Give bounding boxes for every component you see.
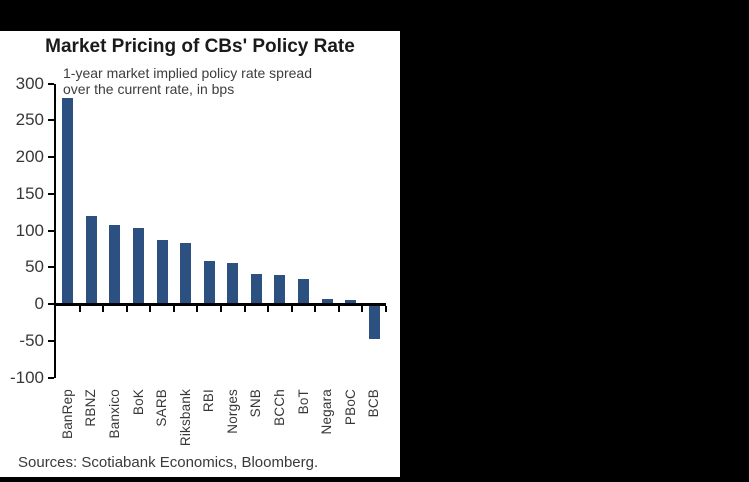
y-axis-tick [48,82,54,85]
x-axis-tick [267,305,270,312]
y-axis-tick [48,339,54,342]
bar-banxico [109,224,121,304]
bar-rbnz [85,215,97,304]
bar-riksbank [180,242,192,304]
y-axis-tick-label: -100 [9,367,44,387]
x-axis-label-bcb: BCB [366,388,382,417]
x-axis-tick [337,305,340,312]
x-axis-label-norges: Norges [224,388,240,434]
y-axis-tick [48,303,54,305]
y-axis-tick-label: 150 [15,183,44,203]
bar-rbi [203,260,215,304]
x-axis-tick [196,305,199,312]
x-axis-label-snb: SNB [248,388,264,417]
y-axis-tick [48,192,54,195]
y-axis-tick-label: 50 [25,257,44,277]
x-axis-label-bcch: BCCh [271,388,287,426]
y-axis-line [54,83,56,378]
chart-panel: Market Pricing of CBs' Policy Rate 1-yea… [0,31,400,477]
y-axis-tick [48,229,54,232]
y-axis-tick-label: 200 [15,147,44,166]
x-axis-tick [172,305,175,312]
x-axis-tick [78,305,81,312]
x-axis-tick [149,305,152,312]
bar-bcb [368,304,380,340]
x-axis-tick [290,305,293,312]
x-axis-label-rbi: RBI [201,388,217,412]
bar-bok [133,227,144,304]
y-axis-tick-label: -50 [19,330,44,350]
y-axis-tick-label: 300 [15,73,44,93]
x-axis-tick [243,305,246,312]
y-axis-tick-label: 250 [15,110,44,130]
bar-pboc [345,300,357,304]
x-axis-label-bot: BoT [295,388,311,414]
x-axis-label-sarb: SARB [154,388,170,427]
x-axis-tick [361,305,364,312]
bar-negara [321,298,333,304]
bar-snb [250,273,262,304]
chart-subtitle-line1: 1-year market implied policy rate spread [63,65,312,81]
bar-bcch [274,274,286,304]
x-axis-line [54,302,386,306]
bar-bot [298,279,309,304]
x-axis-tick [314,305,317,312]
y-axis-tick [48,156,54,158]
chart-subtitle: 1-year market implied policy rate spread… [63,65,373,97]
y-axis-tick [48,119,54,122]
x-axis-tick [125,305,128,312]
bar-banrep [62,98,74,304]
x-axis-tick [220,305,222,312]
chart-title: Market Pricing of CBs' Policy Rate [45,36,355,57]
x-axis-label-pboc: PBoC [342,388,358,425]
y-axis-tick-label: 100 [15,220,44,240]
bar-norges [227,262,239,304]
x-axis-label-negara: Negara [319,388,335,434]
x-axis-label-bok: BoK [130,388,146,415]
x-axis-tick [102,305,105,312]
bar-chart: 300 250 200 150 100 50 0 -50 -100 BanRep RBNZ Banxi… [0,31,400,477]
x-axis-label-banrep: BanRep [59,388,75,439]
x-axis-label-rbnz: RBNZ [83,388,99,427]
y-axis-tick [48,266,54,269]
x-axis-label-banxico: Banxico [106,388,122,438]
x-axis-tick [385,305,387,312]
chart-subtitle-line2: over the current rate, in bps [63,81,235,97]
source-note: Sources: Scotiabank Economics, Bloomberg… [18,454,319,471]
bar-sarb [156,240,168,304]
x-axis-label-riksbank: Riksbank [177,388,193,446]
y-axis-tick-label: 0 [34,294,44,313]
y-axis-tick [48,376,54,379]
